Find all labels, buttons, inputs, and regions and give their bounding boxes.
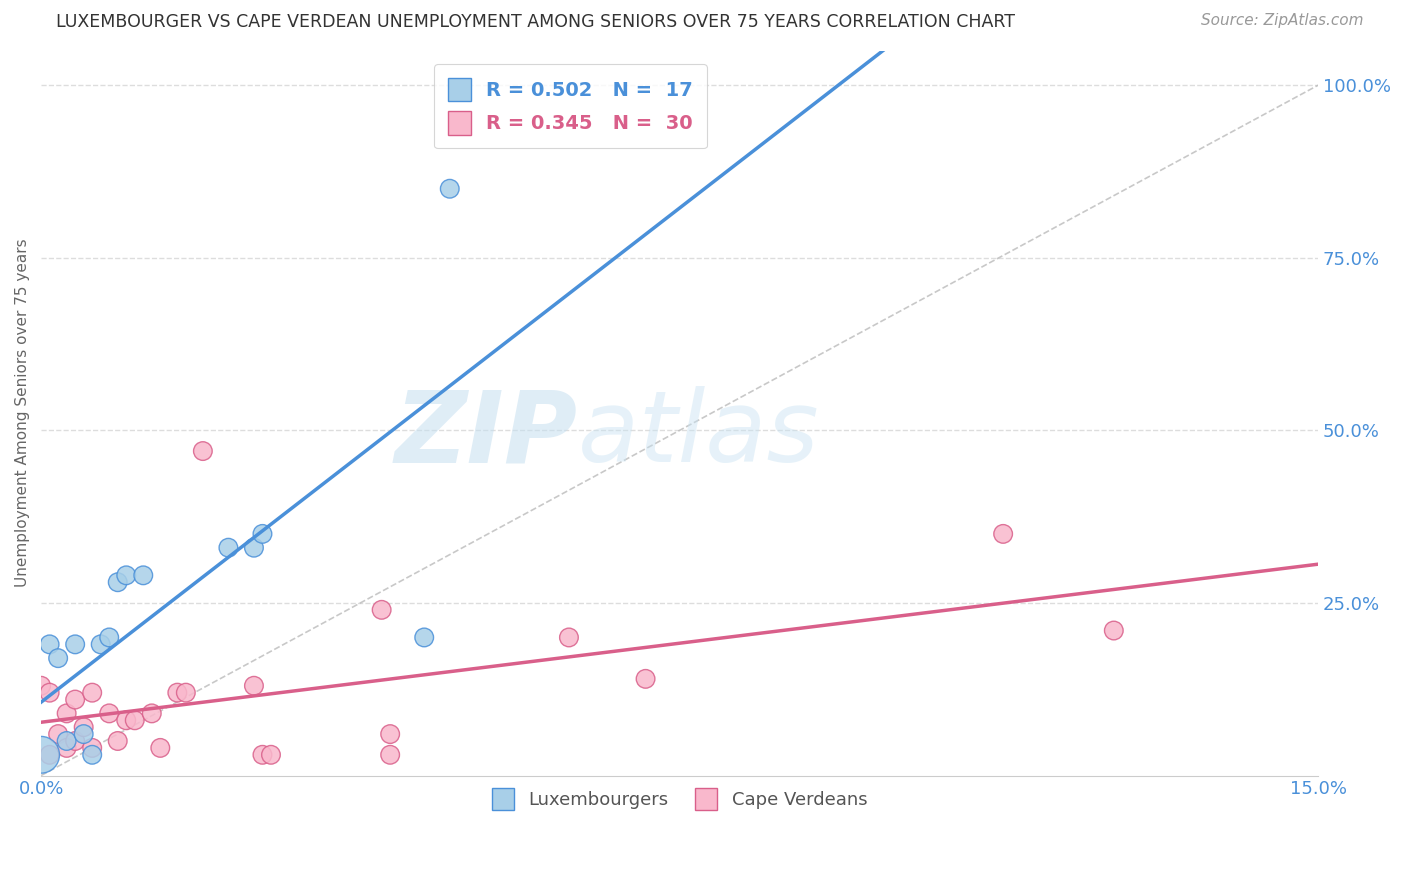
Point [73, 727, 96, 741]
Point [107, 575, 129, 590]
Point [141, 706, 163, 721]
Point [55, 706, 77, 721]
Point [90, 637, 112, 651]
Point [413, 631, 436, 645]
Point [124, 713, 146, 727]
Point [82, 740, 104, 755]
Point [46, 651, 69, 665]
Point [107, 734, 129, 748]
Point [38, 747, 60, 762]
Point [46, 727, 69, 741]
Point [558, 631, 581, 645]
Point [217, 541, 239, 555]
Point [98, 706, 121, 721]
Point [380, 747, 402, 762]
Point [115, 568, 138, 582]
Point [98, 631, 121, 645]
Point [380, 727, 402, 741]
Point [370, 603, 392, 617]
Point [991, 527, 1014, 541]
Point [174, 686, 197, 700]
Point [38, 637, 60, 651]
Point [149, 740, 172, 755]
Y-axis label: Unemployment Among Seniors over 75 years: Unemployment Among Seniors over 75 years [15, 239, 30, 588]
Point [166, 686, 188, 700]
Point [243, 541, 266, 555]
Point [63, 637, 86, 651]
Point [63, 734, 86, 748]
Point [63, 692, 86, 706]
Text: LUXEMBOURGER VS CAPE VERDEAN UNEMPLOYMENT AMONG SENIORS OVER 75 YEARS CORRELATIO: LUXEMBOURGER VS CAPE VERDEAN UNEMPLOYMEN… [56, 13, 1015, 31]
Point [115, 713, 138, 727]
Point [55, 740, 77, 755]
Legend: Luxembourgers, Cape Verdeans: Luxembourgers, Cape Verdeans [485, 780, 875, 817]
Text: atlas: atlas [578, 386, 820, 483]
Point [30, 747, 52, 762]
Point [634, 672, 657, 686]
Point [252, 527, 274, 541]
Point [73, 720, 96, 734]
Point [82, 686, 104, 700]
Point [439, 182, 461, 196]
Text: Source: ZipAtlas.com: Source: ZipAtlas.com [1201, 13, 1364, 29]
Point [1102, 624, 1125, 638]
Point [252, 747, 274, 762]
Point [132, 568, 155, 582]
Point [30, 679, 52, 693]
Text: ZIP: ZIP [395, 386, 578, 483]
Point [260, 747, 283, 762]
Point [38, 686, 60, 700]
Point [191, 444, 214, 458]
Point [55, 734, 77, 748]
Point [243, 679, 266, 693]
Point [82, 747, 104, 762]
